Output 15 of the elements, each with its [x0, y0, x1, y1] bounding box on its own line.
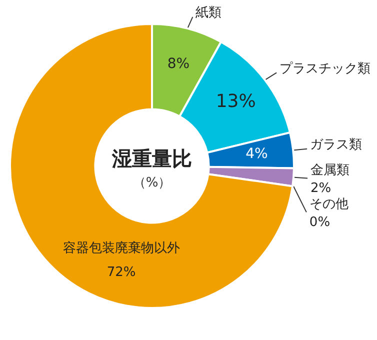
data-label: 72% [106, 265, 136, 280]
donut-slice [9, 23, 294, 309]
data-label: 8% [167, 56, 190, 72]
slice-label: 紙類 [196, 5, 222, 20]
slice-label: 容器包装廃棄物以外 [62, 240, 180, 256]
slice-label: プラスチック類 [280, 61, 371, 76]
text: 湿重量比 [111, 146, 192, 170]
data-label: 13% [216, 91, 256, 112]
data-label: 2% [310, 180, 332, 196]
slice-label: 金属類 [310, 162, 350, 178]
text: （%） [132, 176, 172, 191]
data-label: 4% [246, 146, 268, 162]
text: 0% [309, 214, 330, 230]
slice-label: ガラス類 [310, 137, 362, 152]
legend-label: その他 [309, 196, 348, 212]
